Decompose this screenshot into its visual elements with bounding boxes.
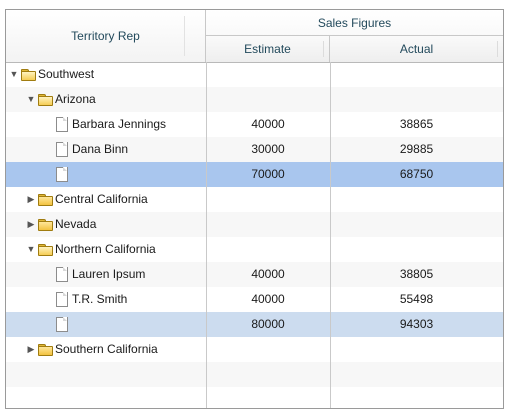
actual-cell: 38805 bbox=[399, 267, 434, 281]
actual-cell bbox=[330, 337, 503, 362]
rep-cell: ▼ Arizona bbox=[6, 87, 206, 112]
row-label: Central California bbox=[55, 192, 148, 206]
estimate-cell: 40000 bbox=[251, 117, 285, 131]
row-label: Barbara Jennings bbox=[72, 117, 167, 131]
table-row[interactable]: ▶ Central California bbox=[6, 187, 503, 212]
table-row[interactable]: Lauren Ipsum 40000 38805 bbox=[6, 262, 503, 287]
rep-cell: ▶ Central California bbox=[6, 187, 206, 212]
column-resize-grip[interactable] bbox=[184, 16, 185, 56]
header-sales-figures-label: Sales Figures bbox=[317, 16, 392, 30]
actual-cell: 29885 bbox=[399, 142, 434, 156]
estimate-cell: 30000 bbox=[251, 142, 285, 156]
rep-cell: ▼ Southwest bbox=[6, 62, 206, 87]
actual-cell: 55498 bbox=[399, 292, 434, 306]
actual-cell bbox=[330, 62, 503, 87]
folder-open-icon bbox=[38, 244, 53, 256]
header-estimate[interactable]: Estimate bbox=[206, 36, 330, 62]
rep-cell: ▶ Southern California bbox=[6, 337, 206, 362]
document-icon bbox=[56, 317, 68, 332]
row-label: Dana Binn bbox=[72, 142, 129, 156]
triangle-down-icon[interactable]: ▼ bbox=[26, 94, 36, 104]
estimate-cell: 40000 bbox=[251, 267, 285, 281]
header-territory-rep-label: Territory Rep bbox=[71, 29, 140, 43]
estimate-cell bbox=[206, 87, 330, 112]
rep-cell bbox=[6, 162, 206, 187]
table-row[interactable]: ▼ Arizona bbox=[6, 87, 503, 112]
actual-cell bbox=[330, 212, 503, 237]
empty-row bbox=[6, 387, 503, 408]
triangle-right-icon[interactable]: ▶ bbox=[27, 219, 35, 229]
header-territory-rep[interactable]: Territory Rep bbox=[6, 10, 206, 62]
estimate-cell bbox=[206, 212, 330, 237]
advanced-data-grid[interactable]: Territory Rep Sales Figures Estimate Act… bbox=[5, 9, 504, 409]
table-row[interactable]: T.R. Smith 40000 55498 bbox=[6, 287, 503, 312]
summary-row-selected[interactable]: 70000 68750 bbox=[6, 162, 503, 187]
actual-cell bbox=[330, 237, 503, 262]
folder-open-icon bbox=[38, 94, 53, 106]
grid-header: Territory Rep Sales Figures Estimate Act… bbox=[6, 10, 503, 63]
row-label: Arizona bbox=[55, 92, 96, 106]
rep-cell bbox=[6, 312, 206, 337]
rep-cell: T.R. Smith bbox=[6, 287, 206, 312]
estimate-cell bbox=[206, 237, 330, 262]
actual-cell: 38865 bbox=[399, 117, 434, 131]
column-resize-grip[interactable] bbox=[323, 41, 324, 57]
document-icon bbox=[56, 142, 68, 157]
folder-closed-icon bbox=[38, 344, 53, 356]
rep-cell: Barbara Jennings bbox=[6, 112, 206, 137]
actual-cell bbox=[330, 187, 503, 212]
rep-cell: ▼ Northern California bbox=[6, 237, 206, 262]
triangle-right-icon[interactable]: ▶ bbox=[27, 344, 35, 354]
table-row[interactable]: ▶ Southern California bbox=[6, 337, 503, 362]
document-icon bbox=[56, 167, 68, 182]
column-divider bbox=[330, 62, 331, 408]
estimate-cell bbox=[206, 187, 330, 212]
rep-cell: ▶ Nevada bbox=[6, 212, 206, 237]
actual-cell: 94303 bbox=[399, 317, 434, 331]
header-sales-figures: Sales Figures bbox=[206, 10, 503, 36]
estimate-cell: 70000 bbox=[251, 167, 285, 181]
actual-cell: 68750 bbox=[399, 167, 434, 181]
empty-row bbox=[6, 362, 503, 387]
actual-cell bbox=[330, 87, 503, 112]
estimate-cell bbox=[206, 337, 330, 362]
document-icon bbox=[56, 267, 68, 282]
column-divider bbox=[206, 62, 207, 408]
row-label: Lauren Ipsum bbox=[72, 267, 146, 281]
rep-cell: Dana Binn bbox=[6, 137, 206, 162]
document-icon bbox=[56, 292, 68, 307]
folder-closed-icon bbox=[38, 219, 53, 231]
document-icon bbox=[56, 117, 68, 132]
table-row[interactable]: ▼ Northern California bbox=[6, 237, 503, 262]
row-label: Nevada bbox=[55, 217, 97, 231]
estimate-cell bbox=[206, 62, 330, 87]
header-actual[interactable]: Actual bbox=[330, 36, 503, 62]
column-resize-grip[interactable] bbox=[497, 41, 498, 57]
table-row[interactable]: ▶ Nevada bbox=[6, 212, 503, 237]
row-label: Southwest bbox=[38, 67, 95, 81]
triangle-right-icon[interactable]: ▶ bbox=[27, 194, 35, 204]
row-label: Northern California bbox=[55, 242, 156, 256]
estimate-cell: 80000 bbox=[251, 317, 285, 331]
table-row[interactable]: Barbara Jennings 40000 38865 bbox=[6, 112, 503, 137]
row-label: T.R. Smith bbox=[72, 292, 128, 306]
estimate-cell: 40000 bbox=[251, 292, 285, 306]
rep-cell: Lauren Ipsum bbox=[6, 262, 206, 287]
header-estimate-label: Estimate bbox=[244, 42, 291, 56]
summary-row[interactable]: 80000 94303 bbox=[6, 312, 503, 337]
row-label: Southern California bbox=[55, 342, 158, 356]
triangle-down-icon[interactable]: ▼ bbox=[9, 69, 19, 79]
header-actual-label: Actual bbox=[399, 42, 434, 56]
triangle-down-icon[interactable]: ▼ bbox=[26, 244, 36, 254]
folder-open-icon bbox=[21, 69, 36, 81]
table-row[interactable]: ▼ Southwest bbox=[6, 62, 503, 87]
folder-closed-icon bbox=[38, 194, 53, 206]
table-row[interactable]: Dana Binn 30000 29885 bbox=[6, 137, 503, 162]
